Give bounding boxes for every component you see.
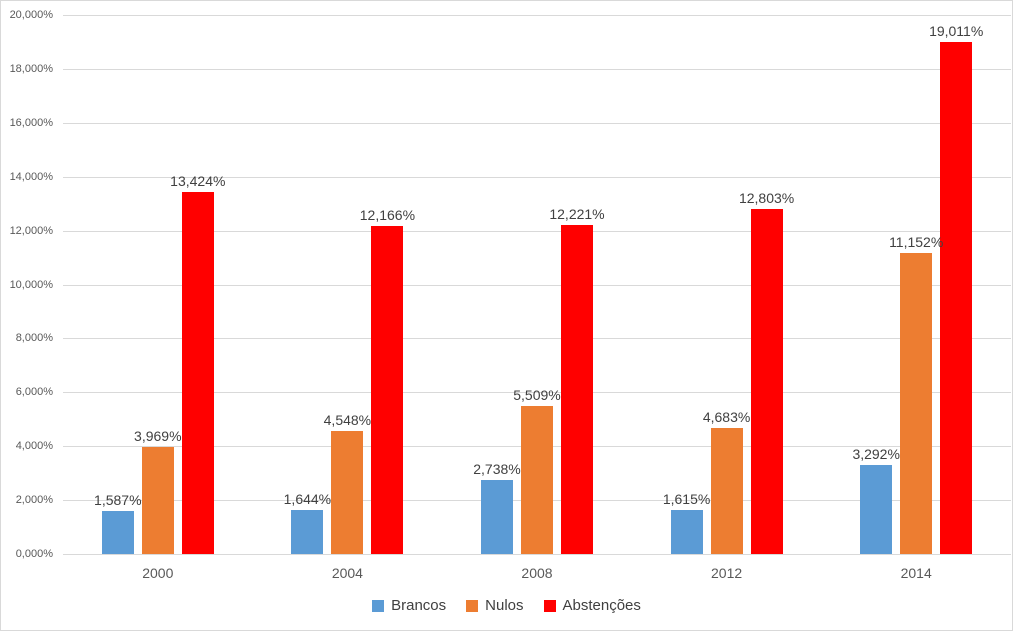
bar-abstenções bbox=[371, 226, 404, 554]
bar-abstenções bbox=[940, 41, 973, 554]
data-label: 11,152% bbox=[889, 234, 944, 251]
y-axis-tick-label: 6,000% bbox=[15, 386, 53, 399]
legend-item-abstencoes: Abstenções bbox=[543, 597, 641, 614]
bar-brancos bbox=[670, 510, 703, 554]
gridline bbox=[63, 15, 1011, 16]
x-category-label: 2008 bbox=[521, 565, 553, 581]
bar-nulos bbox=[710, 427, 743, 554]
y-axis-tick-label: 4,000% bbox=[15, 440, 53, 453]
data-label: 4,548% bbox=[323, 412, 372, 429]
data-label: 3,292% bbox=[852, 446, 900, 463]
bar-abstenções bbox=[750, 208, 783, 554]
y-axis-tick-label: 8,000% bbox=[15, 332, 53, 345]
legend-label-abstencoes: Abstenções bbox=[562, 597, 641, 614]
y-axis-tick-label: 16,000% bbox=[9, 116, 53, 129]
data-label: 12,221% bbox=[549, 205, 605, 222]
bar-brancos bbox=[860, 465, 893, 554]
y-axis-tick-label: 18,000% bbox=[9, 62, 53, 75]
data-label: 1,615% bbox=[662, 491, 711, 508]
y-axis-tick-label: 10,000% bbox=[9, 278, 53, 291]
bar-nulos bbox=[331, 431, 364, 554]
legend-item-nulos: Nulos bbox=[466, 597, 524, 614]
gridline bbox=[63, 122, 1011, 124]
y-axis-tick-label: 12,000% bbox=[9, 224, 53, 237]
gridline bbox=[63, 392, 1011, 394]
gridline bbox=[63, 230, 1011, 232]
gridline bbox=[63, 176, 1011, 178]
legend-item-brancos: Brancos bbox=[372, 597, 446, 614]
data-label: 12,803% bbox=[738, 189, 795, 206]
y-axis-tick-label: 0,000% bbox=[15, 548, 53, 560]
y-axis-tick-label: 2,000% bbox=[15, 494, 53, 507]
x-category-label: 2000 bbox=[142, 565, 174, 581]
data-label: 3,969% bbox=[134, 428, 182, 445]
data-label: 1,644% bbox=[283, 490, 332, 507]
bar-nulos bbox=[141, 447, 174, 554]
x-category-label: 2012 bbox=[711, 565, 743, 581]
bar-abstenções bbox=[181, 192, 214, 554]
bar-brancos bbox=[481, 480, 513, 554]
bar-abstenções bbox=[561, 224, 593, 554]
bar-nulos bbox=[900, 253, 933, 554]
legend: Brancos Nulos Abstenções bbox=[1, 597, 1012, 614]
data-label: 13,424% bbox=[170, 173, 226, 190]
data-label: 2,738% bbox=[473, 461, 521, 478]
data-label: 12,166% bbox=[359, 207, 416, 224]
bar-brancos bbox=[291, 509, 324, 554]
x-category-label: 2014 bbox=[900, 565, 932, 581]
data-label: 19,011% bbox=[929, 22, 984, 39]
y-axis-tick-label: 20,000% bbox=[9, 9, 53, 21]
bar-brancos bbox=[101, 511, 134, 554]
y-axis-tick-label: 14,000% bbox=[9, 170, 53, 183]
legend-swatch-nulos bbox=[466, 599, 479, 612]
legend-label-nulos: Nulos bbox=[485, 597, 524, 614]
gridline bbox=[63, 338, 1011, 340]
data-label: 4,683% bbox=[702, 408, 751, 425]
data-label: 1,587% bbox=[94, 492, 142, 509]
gridline bbox=[63, 554, 1011, 555]
gridline bbox=[63, 68, 1011, 70]
x-category-label: 2004 bbox=[331, 565, 363, 581]
gridline bbox=[63, 284, 1011, 286]
bar-nulos bbox=[521, 405, 553, 554]
legend-label-brancos: Brancos bbox=[391, 597, 447, 614]
legend-swatch-brancos bbox=[372, 599, 385, 612]
legend-swatch-abstencoes bbox=[543, 599, 556, 612]
data-label: 5,509% bbox=[513, 386, 561, 403]
